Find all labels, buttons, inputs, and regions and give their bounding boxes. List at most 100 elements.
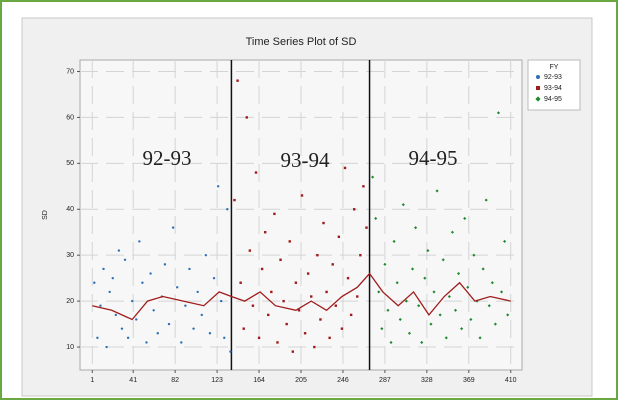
point: [331, 263, 334, 266]
point: [120, 327, 124, 330]
point: [398, 317, 402, 322]
point: [233, 198, 236, 202]
point: [291, 350, 295, 353]
point: [392, 239, 396, 243]
x-tick-label: 41: [129, 377, 137, 384]
x-tick-label: 369: [463, 377, 475, 384]
point: [383, 262, 387, 266]
point: [180, 341, 183, 344]
point: [506, 313, 510, 317]
point: [484, 198, 488, 202]
point: [496, 111, 501, 115]
point: [328, 336, 331, 340]
point: [334, 304, 337, 307]
y-tick-label: 10: [66, 344, 74, 351]
point: [204, 253, 208, 257]
point: [149, 272, 152, 275]
annotation: 94-95: [409, 146, 458, 170]
annotation: 92-93: [143, 146, 192, 170]
point: [457, 271, 461, 276]
chart-title: Time Series Plot of SD: [246, 36, 357, 48]
point: [163, 263, 167, 266]
point: [499, 290, 504, 294]
point: [145, 341, 148, 344]
point: [460, 327, 464, 331]
x-tick-label: 82: [171, 377, 179, 384]
y-tick-label: 40: [66, 206, 74, 213]
trend-line: [92, 272, 511, 321]
point: [102, 267, 105, 271]
y-tick-label: 70: [66, 68, 74, 75]
point: [175, 286, 179, 289]
point: [282, 299, 285, 303]
point: [192, 327, 195, 330]
point: [208, 332, 212, 335]
legend-marker: [535, 96, 541, 102]
point: [423, 276, 427, 280]
point: [481, 267, 485, 271]
point: [349, 313, 353, 317]
point: [386, 308, 390, 312]
point: [429, 322, 433, 326]
point: [245, 116, 248, 119]
legend-label: 92-93: [544, 74, 562, 81]
point: [441, 258, 445, 262]
point: [108, 290, 111, 294]
legend: [527, 59, 581, 111]
point: [493, 322, 497, 326]
point: [257, 336, 261, 340]
point: [270, 290, 273, 294]
point: [310, 295, 313, 298]
point: [105, 345, 108, 349]
point: [490, 281, 494, 285]
legend-label: 93-94: [544, 85, 562, 92]
annotation: 93-94: [281, 148, 330, 172]
point: [171, 226, 175, 229]
point: [447, 294, 451, 299]
point: [463, 216, 467, 221]
legend-label: 94-95: [544, 96, 562, 103]
point: [156, 332, 159, 335]
point: [229, 350, 232, 353]
y-tick-label: 60: [66, 114, 74, 121]
point: [469, 317, 473, 322]
x-tick-label: 410: [505, 377, 517, 384]
x-tick-label: 246: [337, 377, 349, 384]
point: [404, 299, 408, 303]
legend-marker: [536, 86, 540, 90]
point: [267, 313, 270, 317]
point: [254, 171, 258, 174]
x-tick-label: 1: [90, 377, 94, 384]
point: [426, 249, 430, 253]
legend-marker: [536, 75, 540, 79]
point: [353, 208, 356, 211]
point: [340, 327, 344, 330]
x-tick-label: 205: [295, 377, 307, 384]
point: [297, 309, 301, 312]
x-tick-label: 287: [379, 377, 391, 384]
point: [123, 258, 127, 261]
point: [432, 290, 436, 294]
point: [226, 208, 229, 211]
point: [288, 240, 291, 243]
point: [438, 313, 442, 317]
point: [337, 235, 341, 239]
point: [285, 322, 288, 326]
point: [126, 336, 130, 340]
point: [294, 281, 298, 284]
point: [453, 308, 458, 312]
point: [343, 166, 347, 170]
point: [248, 249, 252, 252]
point: [138, 240, 141, 243]
y-tick-label: 20: [66, 298, 74, 305]
point: [306, 272, 310, 275]
point: [130, 299, 134, 303]
point: [313, 345, 316, 349]
point: [401, 203, 405, 207]
point: [188, 267, 191, 271]
point: [223, 336, 226, 340]
y-tick-label: 50: [66, 160, 74, 167]
point: [414, 226, 418, 230]
point: [279, 258, 282, 261]
